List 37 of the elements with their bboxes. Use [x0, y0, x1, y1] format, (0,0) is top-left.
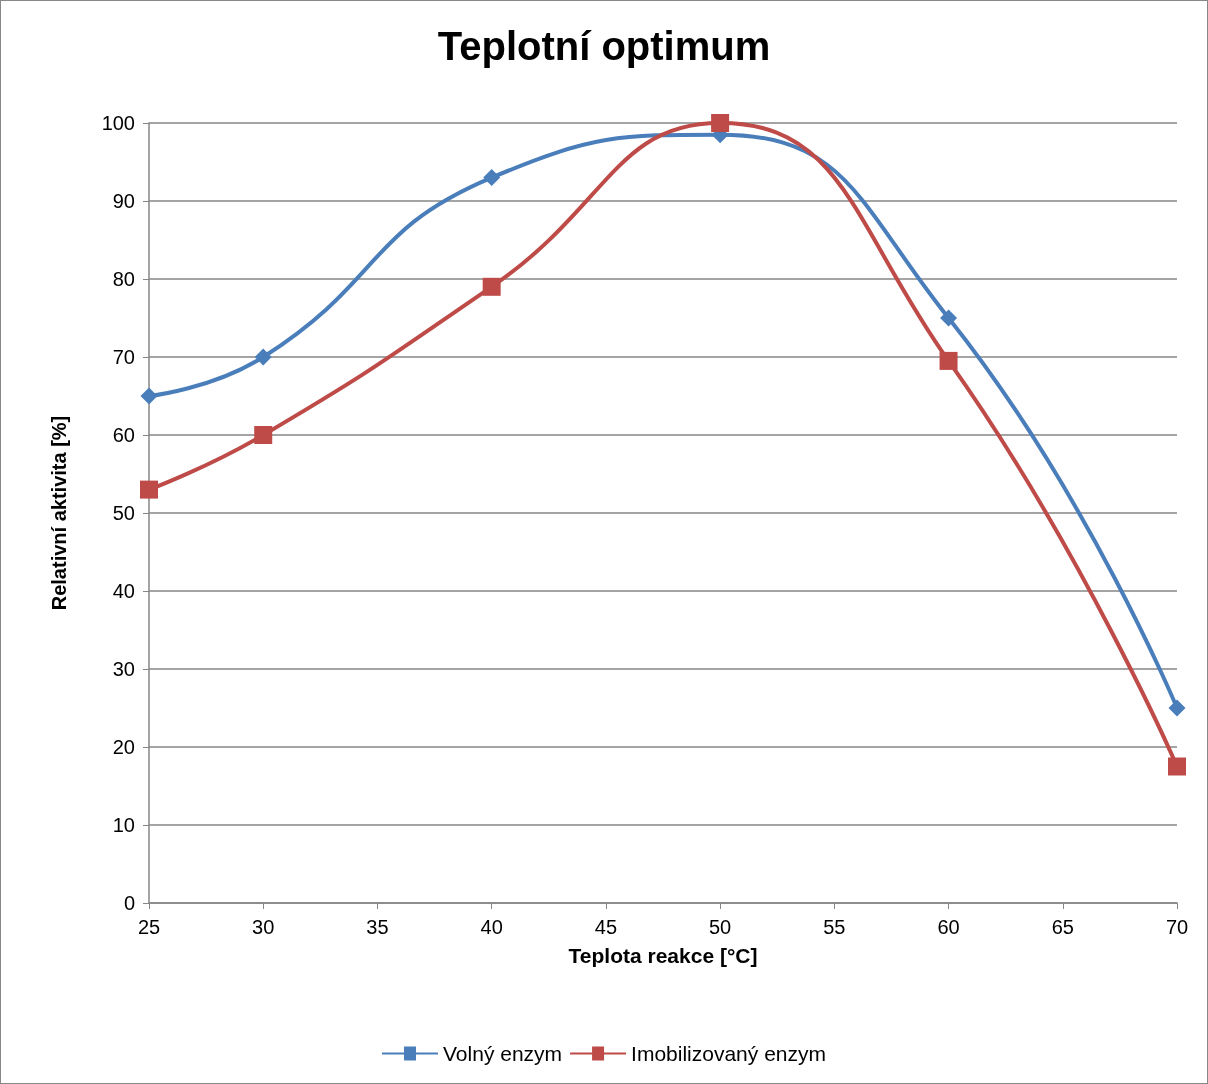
y-tick-label: 60	[112, 424, 135, 446]
point	[940, 309, 958, 327]
y-tick-label: 70	[112, 346, 135, 368]
x-tick-label: 60	[937, 916, 960, 938]
y-tick-label: 30	[112, 658, 135, 680]
y-axis-title: Relativní aktivita [%]	[48, 415, 70, 611]
legend-label: Volný enzym	[443, 1042, 563, 1065]
y-tick-label: 20	[112, 736, 135, 758]
x-tick-label: 70	[1165, 916, 1189, 938]
y-tick-label: 90	[112, 190, 135, 212]
point	[482, 277, 501, 296]
x-tick-label: 25	[137, 916, 161, 938]
y-tick-label: 100	[101, 112, 135, 134]
point	[254, 348, 272, 366]
x-tick-label: 35	[366, 916, 389, 938]
y-tick-label: 0	[123, 892, 135, 914]
x-axis-title: Teplota reakce [°C]	[568, 944, 758, 967]
point	[1168, 757, 1186, 776]
x-tick-label: 40	[480, 916, 503, 938]
x-tick-label: 50	[708, 916, 732, 938]
x-tick-label: 45	[594, 916, 618, 938]
point	[254, 426, 273, 444]
y-tick-label: 80	[112, 268, 135, 290]
legend-label: Imobilizovaný enzym	[631, 1042, 826, 1065]
y-tick-label: 10	[112, 814, 135, 836]
point	[1168, 699, 1186, 717]
point	[939, 351, 958, 370]
x-tick-label: 65	[1051, 916, 1074, 938]
point	[483, 169, 501, 187]
x-tick-label: 55	[823, 916, 846, 938]
chart-title: Teplotní optimum	[437, 24, 771, 68]
y-tick-label: 40	[112, 580, 135, 602]
point	[140, 387, 158, 405]
x-tick-label: 30	[252, 916, 275, 938]
point	[711, 114, 730, 132]
point	[140, 480, 158, 499]
y-tick-label: 50	[112, 502, 135, 524]
